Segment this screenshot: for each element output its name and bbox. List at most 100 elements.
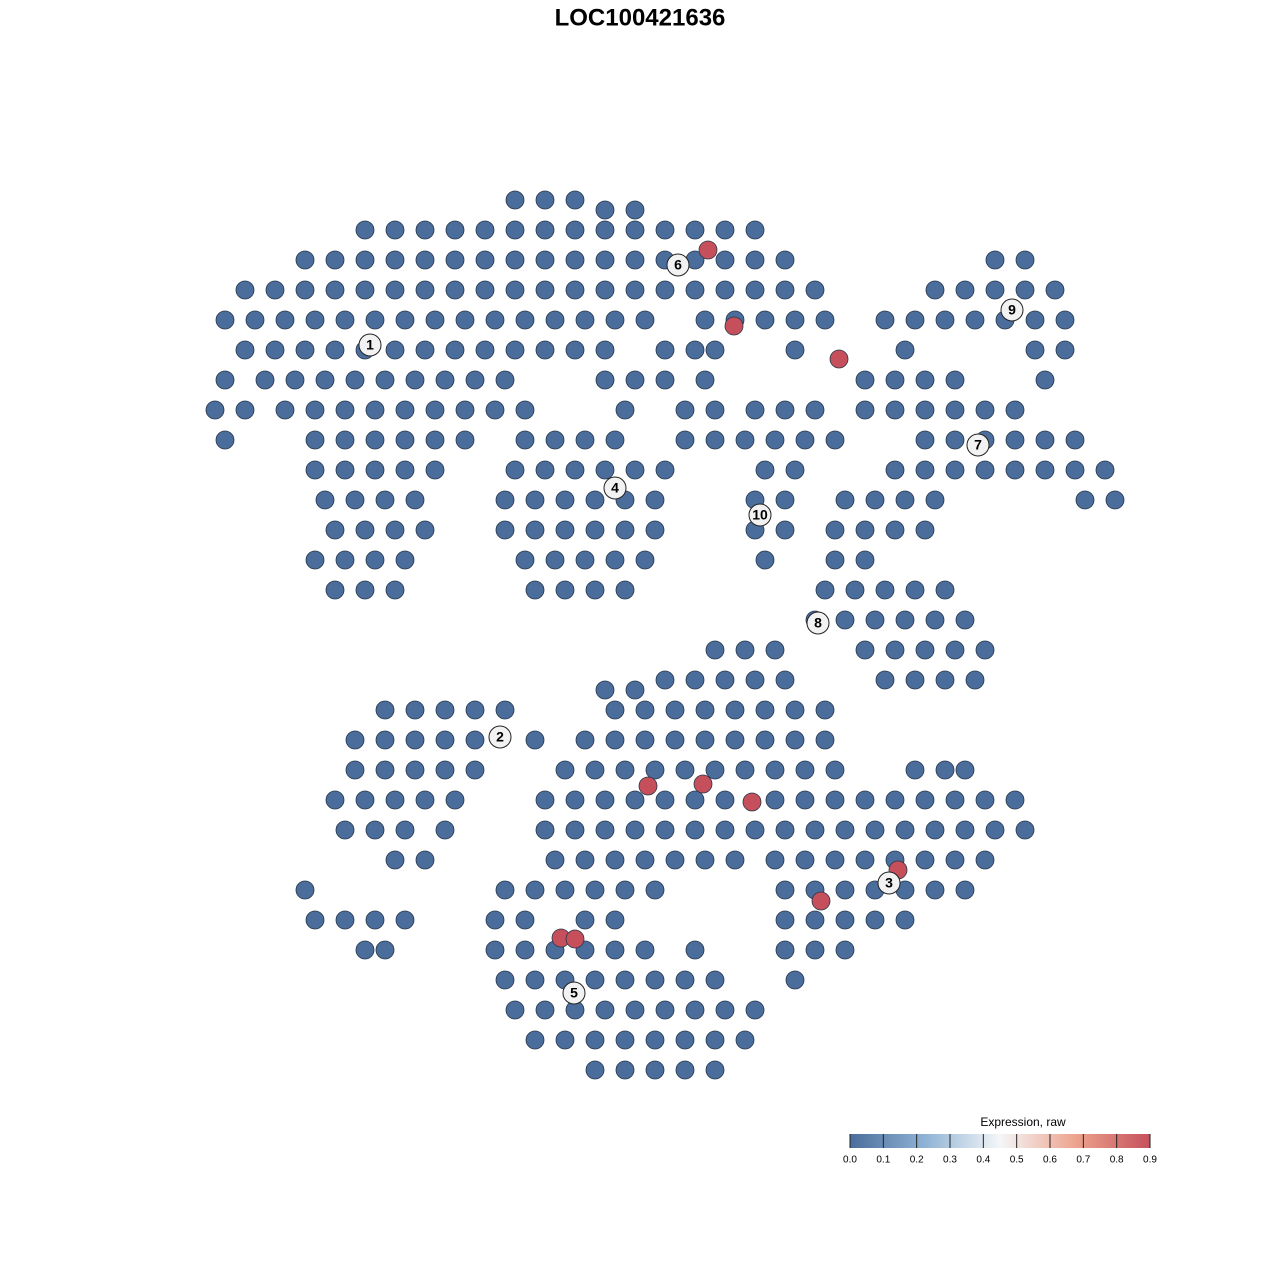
cell-point: [635, 940, 655, 960]
cell-point: [835, 940, 855, 960]
cell-point: [375, 730, 395, 750]
cell-point: [585, 760, 605, 780]
cell-point: [845, 580, 865, 600]
cell-point: [775, 880, 795, 900]
cell-point: [575, 850, 595, 870]
cell-point: [585, 970, 605, 990]
cell-point: [724, 316, 744, 336]
cell-point: [325, 250, 345, 270]
cell-point: [375, 760, 395, 780]
cell-point: [475, 220, 495, 240]
cell-point: [655, 280, 675, 300]
cell-point: [825, 760, 845, 780]
cell-point: [465, 760, 485, 780]
cell-point: [945, 400, 965, 420]
cell-point: [1005, 400, 1025, 420]
colorbar: [850, 1134, 1150, 1148]
cell-point: [975, 850, 995, 870]
cell-point: [355, 220, 375, 240]
cell-point: [415, 850, 435, 870]
cell-point: [525, 730, 545, 750]
cell-point: [355, 250, 375, 270]
cell-point: [565, 250, 585, 270]
cell-point: [445, 340, 465, 360]
cell-point: [705, 1060, 725, 1080]
cell-point: [655, 790, 675, 810]
cluster-badge: [806, 611, 830, 635]
cell-point: [245, 310, 265, 330]
cell-point: [895, 820, 915, 840]
cell-point: [735, 640, 755, 660]
cell-point: [615, 760, 635, 780]
cell-point: [745, 820, 765, 840]
cell-point: [715, 670, 735, 690]
cell-point: [925, 880, 945, 900]
cell-point: [565, 929, 585, 949]
cell-point: [945, 370, 965, 390]
cell-point: [365, 460, 385, 480]
cell-point: [445, 790, 465, 810]
cell-point: [955, 760, 975, 780]
cell-point: [705, 640, 725, 660]
cell-point: [811, 891, 831, 911]
cell-point: [365, 820, 385, 840]
cell-point: [755, 550, 775, 570]
cell-point: [595, 220, 615, 240]
cell-point: [535, 1000, 555, 1020]
cell-point: [585, 580, 605, 600]
cell-point: [385, 580, 405, 600]
cell-point: [775, 280, 795, 300]
cell-point: [415, 790, 435, 810]
cell-point: [535, 280, 555, 300]
cell-point: [1025, 310, 1045, 330]
cell-point: [395, 310, 415, 330]
cell-point: [235, 340, 255, 360]
cell-point: [535, 790, 555, 810]
cell-point: [335, 460, 355, 480]
cell-point: [925, 820, 945, 840]
cell-point: [715, 1000, 735, 1020]
cell-point: [865, 490, 885, 510]
cell-point: [1055, 310, 1075, 330]
cell-point: [915, 370, 935, 390]
cell-point: [555, 1030, 575, 1050]
cell-point: [955, 280, 975, 300]
cell-point: [685, 670, 705, 690]
cell-point: [355, 790, 375, 810]
cell-point: [385, 280, 405, 300]
cell-point: [705, 340, 725, 360]
cell-point: [785, 310, 805, 330]
cell-point: [865, 820, 885, 840]
cell-point: [1075, 490, 1095, 510]
cell-point: [665, 850, 685, 870]
cell-point: [675, 970, 695, 990]
cell-point: [335, 430, 355, 450]
cell-point: [1005, 430, 1025, 450]
cell-point: [415, 280, 435, 300]
cell-point: [665, 730, 685, 750]
cell-point: [915, 430, 935, 450]
cell-point: [305, 910, 325, 930]
cell-point: [565, 820, 585, 840]
cell-point: [695, 310, 715, 330]
cell-point: [595, 370, 615, 390]
cluster-badge: [562, 981, 586, 1005]
cell-point: [625, 280, 645, 300]
cluster-label: 7: [974, 437, 982, 453]
cell-point: [825, 520, 845, 540]
cell-point: [455, 430, 475, 450]
cell-point: [635, 700, 655, 720]
cell-point: [655, 1000, 675, 1020]
cell-point: [465, 370, 485, 390]
cell-point: [335, 820, 355, 840]
cell-point: [955, 610, 975, 630]
cell-point: [975, 790, 995, 810]
cell-point: [825, 430, 845, 450]
cell-point: [785, 700, 805, 720]
cell-point: [865, 910, 885, 930]
cell-point: [655, 670, 675, 690]
cell-point: [765, 430, 785, 450]
cell-point: [825, 550, 845, 570]
cell-point: [515, 910, 535, 930]
